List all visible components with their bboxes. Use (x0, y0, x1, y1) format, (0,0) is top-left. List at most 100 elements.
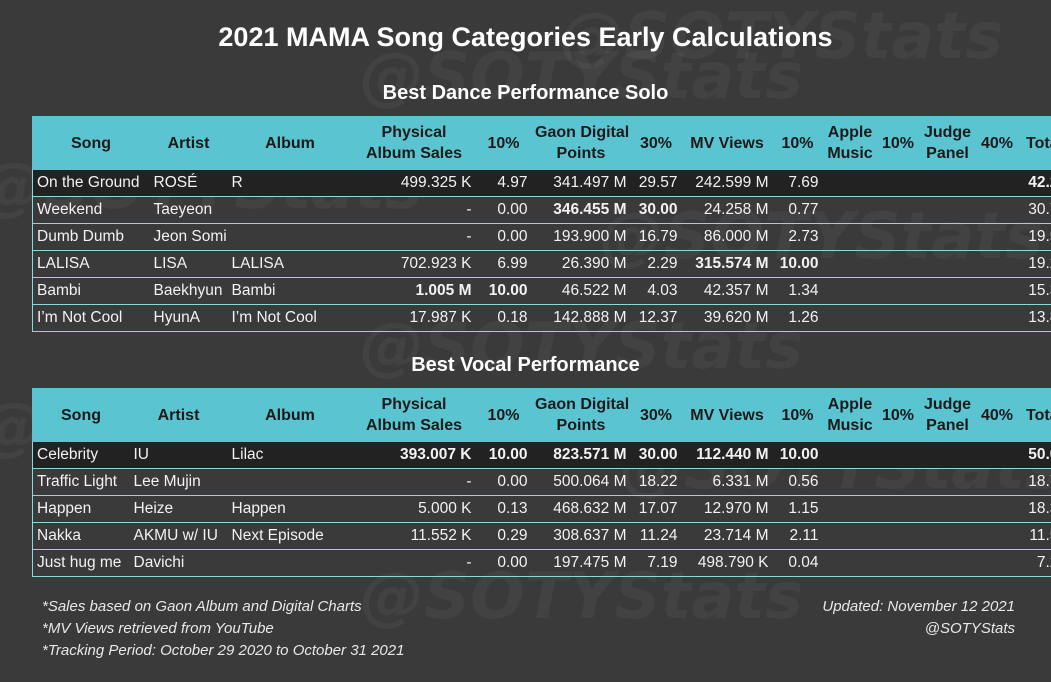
cell-sales: - (352, 468, 476, 496)
table-row: On the Ground ROSÉ R 499.325 K 4.97 341.… (32, 169, 1051, 197)
cell-judge-pct (976, 250, 1018, 278)
cell-mv: 24.258 M (681, 196, 773, 224)
col-artist: Artist (149, 116, 228, 170)
footnote-sales: *Sales based on Gaon Album and Digital C… (42, 598, 362, 615)
cell-sales-pct: 6.99 (475, 250, 532, 278)
cell-apple (822, 223, 878, 251)
cell-judge (918, 169, 977, 197)
cell-total: 19.28 (1017, 250, 1051, 278)
cell-apple-pct (877, 304, 919, 332)
cell-mv-pct: 1.15 (772, 495, 823, 523)
cell-sales: - (352, 196, 476, 224)
cell-mv-pct: 10.00 (772, 441, 823, 469)
cell-sales: 17.987 K (352, 304, 476, 332)
col-judge-pct: 40% (976, 116, 1018, 170)
cell-mv: 112.440 M (681, 441, 773, 469)
cell-album: Next Episode (227, 522, 353, 550)
update-info: Updated: November 12 2021 @SOTYStats (822, 596, 1015, 640)
cell-gaon: 142.888 M (531, 304, 631, 332)
cell-mv-pct: 2.11 (772, 522, 823, 550)
col-album-sales: Physical Album Sales (352, 388, 476, 442)
cell-song: LALISA (32, 250, 150, 278)
col-gaon-pct: 30% (630, 116, 682, 170)
table-header-row: Song Artist Album Physical Album Sales 10… (32, 116, 1051, 170)
cell-song: Just hug me (32, 549, 130, 577)
cell-song: Weekend (32, 196, 150, 224)
cell-sales-pct: 10.00 (475, 277, 532, 305)
cell-artist: LISA (149, 250, 228, 278)
col-apple-music: Apple Music (822, 116, 878, 170)
cell-album: LALISA (227, 250, 353, 278)
cell-gaon-pct: 7.19 (630, 549, 682, 577)
cell-apple (822, 250, 878, 278)
cell-mv-pct: 1.34 (772, 277, 823, 305)
cell-mv-pct: 7.69 (772, 169, 823, 197)
cell-apple-pct (877, 196, 919, 224)
cell-total: 50.00 (1017, 441, 1051, 469)
cell-judge-pct (976, 468, 1018, 496)
col-apple-pct: 10% (877, 388, 919, 442)
cell-mv: 6.331 M (681, 468, 773, 496)
cell-judge (918, 495, 977, 523)
cell-total: 13.81 (1017, 304, 1051, 332)
table-row: Traffic Light Lee Mujin - 0.00 500.064 M… (32, 468, 1051, 496)
cell-artist: Taeyeon (149, 196, 228, 224)
cell-mv: 23.714 M (681, 522, 773, 550)
cell-gaon-pct: 17.07 (630, 495, 682, 523)
cell-sales: 11.552 K (352, 522, 476, 550)
cell-mv-pct: 10.00 (772, 250, 823, 278)
col-judge-panel: Judge Panel (918, 388, 977, 442)
col-total: Total (1017, 116, 1051, 170)
col-gaon: Gaon Digital Points (531, 116, 631, 170)
col-total: Total (1017, 388, 1051, 442)
cell-gaon: 500.064 M (531, 468, 631, 496)
cell-apple-pct (877, 169, 919, 197)
table-header-row: Song Artist Album Physical Album Sales 10… (32, 388, 1051, 442)
cell-gaon: 341.497 M (531, 169, 631, 197)
cell-gaon: 197.475 M (531, 549, 631, 577)
cell-mv-pct: 1.26 (772, 304, 823, 332)
cell-sales-pct: 0.00 (475, 223, 532, 251)
cell-total: 15.37 (1017, 277, 1051, 305)
cell-apple-pct (877, 441, 919, 469)
cell-gaon: 823.571 M (531, 441, 631, 469)
col-artist: Artist (129, 388, 228, 442)
cell-mv: 242.599 M (681, 169, 773, 197)
cell-apple (822, 495, 878, 523)
cell-judge-pct (976, 441, 1018, 469)
cell-gaon-pct: 30.00 (630, 196, 682, 224)
col-gaon: Gaon Digital Points (531, 388, 631, 442)
table-row: Nakka AKMU w/ IU Next Episode 11.552 K 0… (32, 522, 1051, 550)
footnotes: *Sales based on Gaon Album and Digital C… (42, 596, 404, 662)
cell-album (227, 223, 353, 251)
cell-gaon: 346.455 M (531, 196, 631, 224)
table-row: Celebrity IU Lilac 393.007 K 10.00 823.5… (32, 441, 1051, 469)
cell-apple-pct (877, 522, 919, 550)
cell-total: 18.35 (1017, 495, 1051, 523)
cell-album: Happen (227, 495, 353, 523)
col-mv-pct: 10% (772, 388, 823, 442)
col-judge-pct: 40% (976, 388, 1018, 442)
col-mv-views: MV Views (681, 388, 773, 442)
cell-judge (918, 196, 977, 224)
cell-total: 30.77 (1017, 196, 1051, 224)
cell-apple (822, 468, 878, 496)
dance-solo-table: Song Artist Album Physical Album Sales 10… (32, 116, 1051, 332)
cell-sales-pct: 0.00 (475, 468, 532, 496)
cell-apple-pct (877, 549, 919, 577)
cell-mv-pct: 0.56 (772, 468, 823, 496)
cell-album: I’m Not Cool (227, 304, 353, 332)
updated-date: Updated: November 12 2021 (822, 598, 1015, 615)
cell-judge (918, 549, 977, 577)
cell-song: Dumb Dumb (32, 223, 150, 251)
cell-gaon: 26.390 M (531, 250, 631, 278)
page-title: 2021 MAMA Song Categories Early Calculat… (218, 22, 833, 52)
cell-total: 11.54 (1017, 522, 1051, 550)
col-gaon-pct: 30% (630, 388, 682, 442)
col-sales-pct: 10% (475, 388, 532, 442)
cell-album (227, 468, 353, 496)
cell-song: Bambi (32, 277, 150, 305)
cell-gaon: 46.522 M (531, 277, 631, 305)
col-mv-views: MV Views (681, 116, 773, 170)
section-title-vocal: Best Vocal Performance (411, 354, 640, 376)
